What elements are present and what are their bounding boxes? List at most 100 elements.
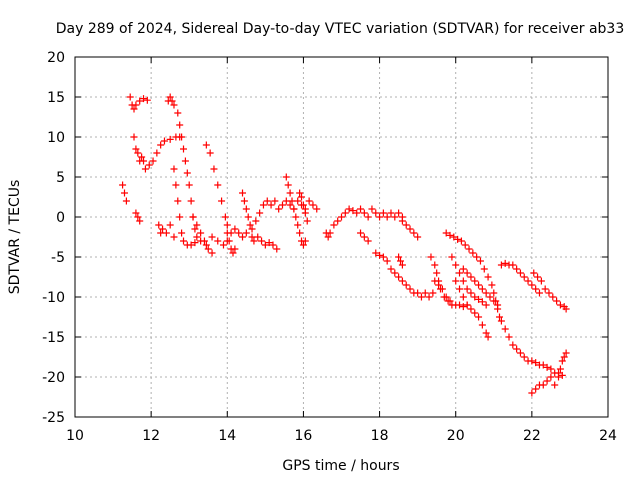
- data-point: [273, 245, 281, 253]
- data-point: [520, 353, 528, 361]
- data-point: [130, 105, 138, 113]
- data-point: [495, 313, 503, 321]
- data-point: [338, 213, 345, 221]
- data-point: [543, 363, 551, 371]
- data-point: [482, 329, 490, 337]
- data-point: [284, 181, 292, 189]
- data-point: [562, 349, 570, 357]
- data-point: [140, 95, 148, 103]
- data-point: [259, 201, 267, 209]
- data-point: [467, 273, 475, 281]
- data-point: [414, 233, 422, 241]
- data-point: [532, 285, 540, 293]
- data-point: [353, 209, 361, 217]
- data-point: [134, 149, 142, 157]
- x-tick-label: 12: [142, 428, 160, 444]
- data-point: [551, 381, 559, 389]
- data-point: [170, 165, 178, 173]
- data-point: [376, 251, 384, 259]
- data-point: [398, 277, 406, 285]
- data-point: [155, 221, 163, 229]
- data-point: [360, 233, 368, 241]
- data-point: [191, 239, 199, 247]
- data-point: [431, 277, 439, 285]
- data-point: [547, 373, 555, 381]
- data-point: [471, 277, 479, 285]
- data-point: [547, 365, 555, 373]
- data-point: [166, 221, 174, 229]
- data-point: [296, 189, 304, 197]
- data-point: [497, 261, 505, 269]
- y-tick-label: -20: [42, 370, 65, 386]
- data-point: [263, 197, 271, 205]
- data-point: [364, 237, 372, 245]
- data-point: [256, 209, 264, 217]
- data-point: [410, 229, 418, 237]
- data-point: [501, 259, 509, 267]
- data-point: [494, 301, 502, 309]
- data-point: [528, 281, 536, 289]
- data-point: [463, 269, 471, 277]
- data-point: [379, 209, 387, 217]
- data-point: [478, 285, 486, 293]
- data-point: [218, 197, 226, 205]
- data-point: [406, 285, 414, 293]
- y-tick-label: 15: [47, 90, 65, 106]
- data-point: [475, 295, 483, 303]
- data-point: [334, 217, 342, 225]
- data-point: [368, 205, 376, 213]
- data-point: [425, 293, 433, 301]
- data-point: [446, 231, 454, 239]
- data-point: [452, 261, 460, 269]
- data-point: [421, 289, 429, 297]
- data-point: [242, 205, 250, 213]
- data-point: [309, 201, 317, 209]
- data-point: [357, 205, 365, 213]
- x-axis-label: GPS time / hours: [282, 458, 399, 474]
- data-point: [239, 189, 247, 197]
- axis-ticks: [74, 56, 609, 418]
- data-point: [200, 237, 208, 245]
- data-point: [240, 197, 248, 205]
- data-point: [528, 357, 536, 365]
- y-tick-label: -5: [51, 250, 65, 266]
- data-point: [398, 217, 406, 225]
- data-point: [467, 289, 475, 297]
- chart-title: Day 289 of 2024, Sidereal Day-to-day VTE…: [56, 21, 625, 37]
- data-point: [231, 225, 239, 233]
- data-point: [122, 197, 130, 205]
- data-point: [535, 289, 543, 297]
- data-point: [244, 213, 252, 221]
- data-point: [456, 285, 464, 293]
- data-point: [345, 205, 353, 213]
- data-point: [556, 301, 564, 309]
- data-point: [476, 257, 484, 265]
- data-point: [383, 213, 391, 221]
- data-point: [202, 241, 210, 249]
- data-point: [181, 157, 189, 165]
- data-point: [478, 298, 486, 306]
- data-point: [261, 241, 269, 249]
- data-point: [448, 253, 456, 261]
- data-point: [225, 237, 233, 245]
- data-point: [248, 225, 256, 233]
- data-point: [141, 165, 149, 173]
- data-point: [549, 293, 557, 301]
- data-point: [119, 181, 127, 189]
- data-point: [486, 293, 494, 301]
- data-point: [516, 269, 524, 277]
- data-point: [324, 233, 332, 241]
- data-point: [341, 209, 349, 217]
- data-point: [387, 209, 395, 217]
- data-point: [417, 293, 425, 301]
- data-point: [513, 265, 521, 273]
- data-point: [433, 269, 441, 277]
- data-point: [398, 261, 406, 269]
- data-point: [516, 349, 524, 357]
- data-point: [229, 249, 237, 257]
- data-point: [296, 229, 304, 237]
- data-point: [267, 201, 275, 209]
- data-point: [286, 201, 294, 209]
- data-point: [157, 141, 165, 149]
